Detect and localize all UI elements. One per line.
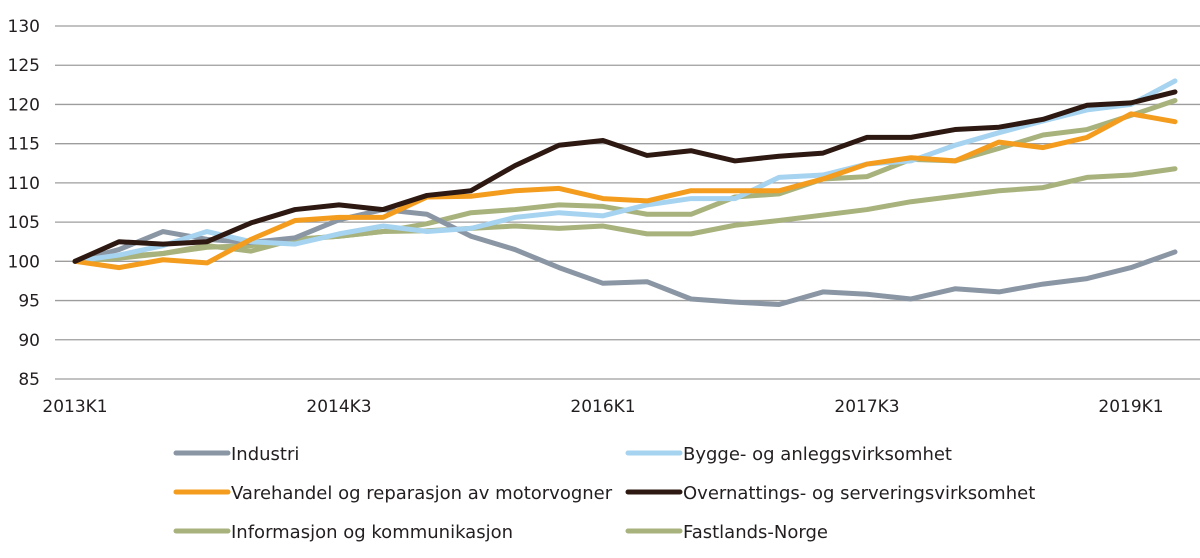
legend-label: Industri [231,444,299,465]
x-tick-label: 2017K3 [834,397,899,417]
legend-label: Overnattings- og serveringsvirksomhet [683,483,1035,504]
legend-item-fastlands-norge: Fastlands-Norge [625,522,828,543]
y-tick-label: 115 [8,135,40,155]
legend-label: Varehandel og reparasjon av motorvogner [231,483,613,504]
y-tick-label: 130 [8,17,40,37]
x-tick-label: 2013K1 [42,397,107,417]
series-line-overnattings-og-serveringsvirksomhet [72,89,1178,264]
legend-item-industri: Industri [173,444,299,465]
y-tick-label: 100 [8,252,40,272]
x-axis-tick-labels: 2013K1 2014K3 2016K1 2017K3 2019K1 [42,397,1163,417]
x-tick-label: 2016K1 [570,397,635,417]
series-line-industri [72,207,1178,307]
y-tick-label: 110 [8,174,40,194]
legend-item-informasjon-og-kommunikasjon: Informasjon og kommunikasjon [173,522,513,543]
y-tick-label: 105 [8,213,40,233]
y-tick-label: 120 [8,95,40,115]
series-line-varehandel-og-reparasjon-av-motorvogner [72,111,1178,271]
x-tick-label: 2019K1 [1098,397,1163,417]
legend-label: Bygge- og anleggsvirksomhet [683,444,952,465]
x-tick-label: 2014K3 [306,397,371,417]
y-tick-label: 85 [18,370,40,390]
legend-label: Informasjon og kommunikasjon [231,522,513,543]
grid-lines [55,25,1200,380]
legend-item-overnattings-og-serveringsvirksomhet: Overnattings- og serveringsvirksomhet [625,483,1035,504]
y-tick-label: 125 [8,56,40,76]
series-lines [72,78,1178,307]
y-tick-label: 95 [18,292,40,312]
legend-item-bygge-og-anleggsvirksomhet: Bygge- og anleggsvirksomhet [625,444,952,465]
legend: Industri Bygge- og anleggsvirksomhet Vareh… [173,444,1035,543]
y-axis-tick-labels: 85 90 95 100 105 110 115 120 125 130 [8,17,40,390]
y-tick-label: 90 [18,331,40,351]
legend-label: Fastlands-Norge [683,522,828,543]
series-line-bygge-og-anleggsvirksomhet [72,78,1178,264]
legend-item-varehandel-og-reparasjon-av-motorvogner: Varehandel og reparasjon av motorvogner [173,483,613,504]
